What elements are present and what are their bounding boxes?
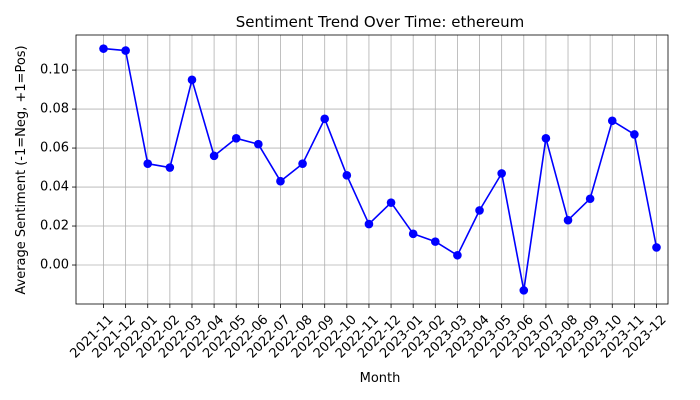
data-point	[563, 215, 573, 225]
data-point	[320, 114, 330, 124]
data-point	[165, 163, 175, 172]
y-tick-label: 0.04	[40, 180, 69, 195]
data-point	[408, 229, 418, 239]
x-axis-ticks: 2021-112021-122022-012022-022022-032022-…	[68, 304, 670, 361]
data-point	[630, 130, 639, 139]
data-point	[254, 139, 263, 149]
series-layer	[99, 44, 661, 295]
plot-frame	[75, 34, 669, 305]
y-tick-label: 0.08	[40, 102, 69, 117]
data-point	[585, 194, 595, 204]
data-point	[143, 159, 153, 168]
x-axis-title: Month	[360, 371, 401, 386]
data-point	[607, 116, 617, 126]
y-tick-label: 0.06	[40, 141, 69, 156]
data-point	[386, 198, 396, 207]
chart-title: Sentiment Trend Over Time: ethereum	[236, 13, 525, 31]
data-point	[652, 243, 661, 252]
y-tick-label: 0.02	[40, 219, 69, 234]
series-line	[103, 47, 658, 292]
data-point	[231, 134, 241, 143]
data-point	[497, 169, 506, 178]
grid-lines	[76, 35, 668, 304]
data-point	[342, 171, 352, 180]
data-point	[431, 237, 440, 246]
data-point	[364, 219, 374, 229]
y-tick-label: 0.10	[40, 63, 69, 78]
data-point	[298, 159, 307, 168]
data-point	[519, 286, 529, 295]
y-axis-ticks: 0.00 0.02 0.04 0.06 0.08 0.10	[40, 63, 76, 273]
data-point	[276, 176, 285, 186]
y-tick-label: 0.00	[40, 258, 69, 273]
data-point	[541, 134, 551, 143]
data-point	[209, 151, 219, 161]
data-point	[453, 250, 462, 260]
y-axis-title: Average Sentiment (-1=Neg, +1=Pos)	[14, 45, 29, 294]
data-point	[99, 44, 108, 53]
data-point	[121, 46, 130, 55]
data-point	[187, 75, 197, 85]
data-point	[475, 206, 484, 215]
